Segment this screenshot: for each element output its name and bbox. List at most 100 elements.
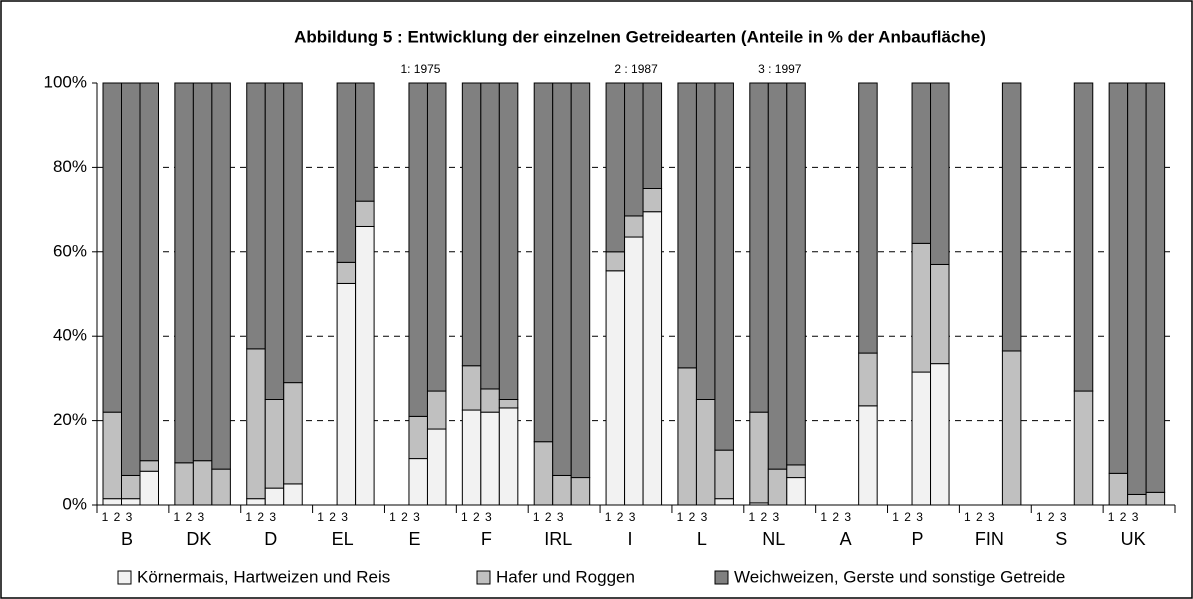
x-period-label: 3 — [844, 510, 851, 524]
bar-segment — [1145, 491, 1166, 506]
x-period-label: 3 — [772, 510, 779, 524]
bar-segment — [749, 411, 769, 504]
x-tick-label: S — [1055, 529, 1067, 549]
bar-segment — [139, 460, 159, 472]
x-period-label: 3 — [1132, 510, 1139, 524]
bar-segment — [211, 82, 231, 470]
bar-segment — [911, 371, 932, 506]
bar-segment — [605, 270, 626, 506]
bar-segment — [408, 82, 428, 417]
bar-segment — [930, 82, 950, 265]
bar-segment — [858, 405, 878, 506]
x-period-label: 3 — [341, 510, 348, 524]
x-tick-label: IRL — [544, 529, 572, 549]
legend-swatch — [476, 570, 491, 585]
legend-label: Weichweizen, Gerste und sonstige Getreid… — [734, 567, 1065, 586]
x-period-label: 2 — [832, 510, 839, 524]
y-tick-label: 20% — [53, 410, 87, 429]
bar-segment — [246, 498, 266, 506]
bar-segment — [786, 82, 806, 466]
x-tick-label: L — [697, 529, 707, 549]
legend-label: Körnermais, Hartweizen und Reis — [137, 567, 390, 586]
x-period-label: 2 — [545, 510, 552, 524]
x-period-label: 2 — [186, 510, 193, 524]
x-period-label: 2 — [257, 510, 264, 524]
bar-segment — [695, 399, 716, 506]
bar-segment — [533, 441, 554, 506]
bar-segment — [1108, 82, 1129, 474]
x-tick-label: A — [840, 529, 852, 549]
bar-segment — [605, 251, 626, 272]
bar-segment — [498, 82, 519, 400]
x-period-label: 1 — [1036, 510, 1043, 524]
annotation: 3 : 1997 — [758, 62, 802, 76]
x-period-label: 1 — [317, 510, 324, 524]
legend-swatch — [714, 570, 729, 585]
bar-segment — [930, 363, 950, 506]
bar-segment — [355, 225, 375, 506]
bar-segment — [426, 428, 447, 506]
x-period-label: 2 — [976, 510, 983, 524]
bar-segment — [102, 498, 122, 506]
x-tick-label: UK — [1121, 529, 1146, 549]
bar-segment — [677, 367, 697, 506]
bar-segment — [605, 82, 626, 253]
bar-segment — [695, 82, 716, 400]
bar-segment — [246, 82, 266, 350]
x-period-label: 1 — [389, 510, 396, 524]
x-tick-label: B — [121, 529, 133, 549]
annotation: 1: 1975 — [400, 62, 440, 76]
bar-segment — [264, 82, 285, 400]
y-tick-label: 60% — [53, 241, 87, 260]
x-period-label: 1 — [748, 510, 755, 524]
bar-segment — [911, 242, 932, 373]
bar-segment — [355, 82, 375, 202]
bar-segment — [930, 263, 950, 365]
x-period-label: 1 — [174, 510, 181, 524]
x-period-label: 3 — [198, 510, 205, 524]
bar-segment — [642, 211, 663, 506]
x-tick-label: P — [912, 529, 924, 549]
y-tick-label: 100% — [44, 72, 87, 91]
bar-segment — [624, 236, 644, 506]
bar-segment — [1001, 350, 1022, 506]
bar-segment — [498, 407, 519, 506]
y-tick-label: 80% — [53, 157, 87, 176]
x-period-label: 3 — [485, 510, 492, 524]
x-period-label: 2 — [760, 510, 767, 524]
bar-segment — [1145, 82, 1166, 493]
bar-segment — [461, 409, 482, 506]
x-period-label: 3 — [269, 510, 276, 524]
bar-segment — [121, 474, 141, 500]
bar-segment — [102, 411, 122, 500]
x-period-label: 3 — [629, 510, 636, 524]
bar-segment — [714, 449, 734, 500]
x-tick-label: I — [628, 529, 633, 549]
bar-segment — [624, 215, 644, 238]
legend-label: Hafer und Roggen — [496, 567, 635, 586]
bar-segment — [677, 82, 697, 369]
bar-segment — [336, 282, 357, 506]
bar-segment — [121, 82, 141, 476]
bar-segment — [498, 399, 519, 409]
bar-segment — [858, 352, 878, 407]
bar-segment — [858, 82, 878, 354]
x-period-label: 1 — [820, 510, 827, 524]
bar-segment — [174, 462, 194, 506]
x-period-label: 3 — [701, 510, 708, 524]
bar-segment — [570, 82, 591, 479]
bar-segment — [714, 498, 734, 506]
bar-segment — [480, 388, 500, 413]
bar-segment — [102, 82, 122, 413]
bar-segment — [1073, 82, 1094, 392]
bar-segment — [1127, 493, 1147, 506]
x-period-label: 3 — [557, 510, 564, 524]
y-tick-label: 0% — [62, 494, 87, 513]
bar-segment — [246, 348, 266, 500]
x-period-label: 3 — [916, 510, 923, 524]
x-period-label: 1 — [102, 510, 109, 524]
x-period-label: 1 — [245, 510, 252, 524]
chart-title: Abbildung 5 : Entwicklung der einzelnen … — [294, 27, 986, 46]
bar-segment — [283, 483, 303, 506]
bar-segment — [570, 477, 591, 506]
